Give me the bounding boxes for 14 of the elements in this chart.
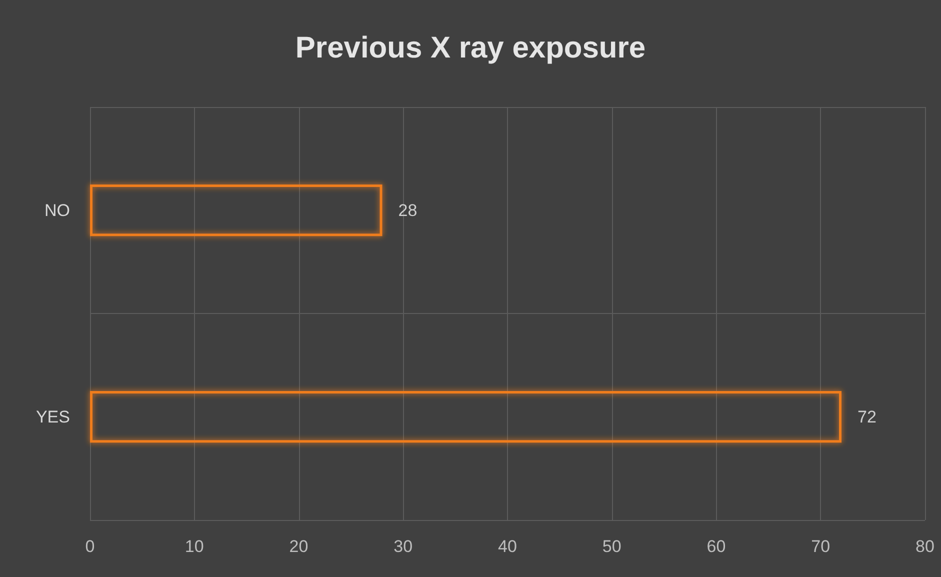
- y-tick-label: YES: [36, 407, 70, 426]
- x-tick-label: 10: [184, 537, 204, 556]
- y-tick-label: NO: [44, 200, 70, 220]
- x-tick-label: 60: [706, 537, 726, 556]
- x-tick-label: 20: [289, 537, 308, 556]
- x-tick-label: 80: [916, 537, 934, 556]
- chart-title: Previous X ray exposure: [295, 32, 646, 64]
- x-tick-label: 40: [498, 537, 517, 556]
- x-tick-label: 70: [811, 537, 830, 556]
- x-tick-label: 50: [602, 537, 622, 556]
- data-label: 72: [858, 407, 876, 426]
- x-tick-label: 0: [85, 537, 95, 556]
- x-tick-label: 30: [394, 537, 413, 556]
- data-label: 28: [398, 200, 418, 220]
